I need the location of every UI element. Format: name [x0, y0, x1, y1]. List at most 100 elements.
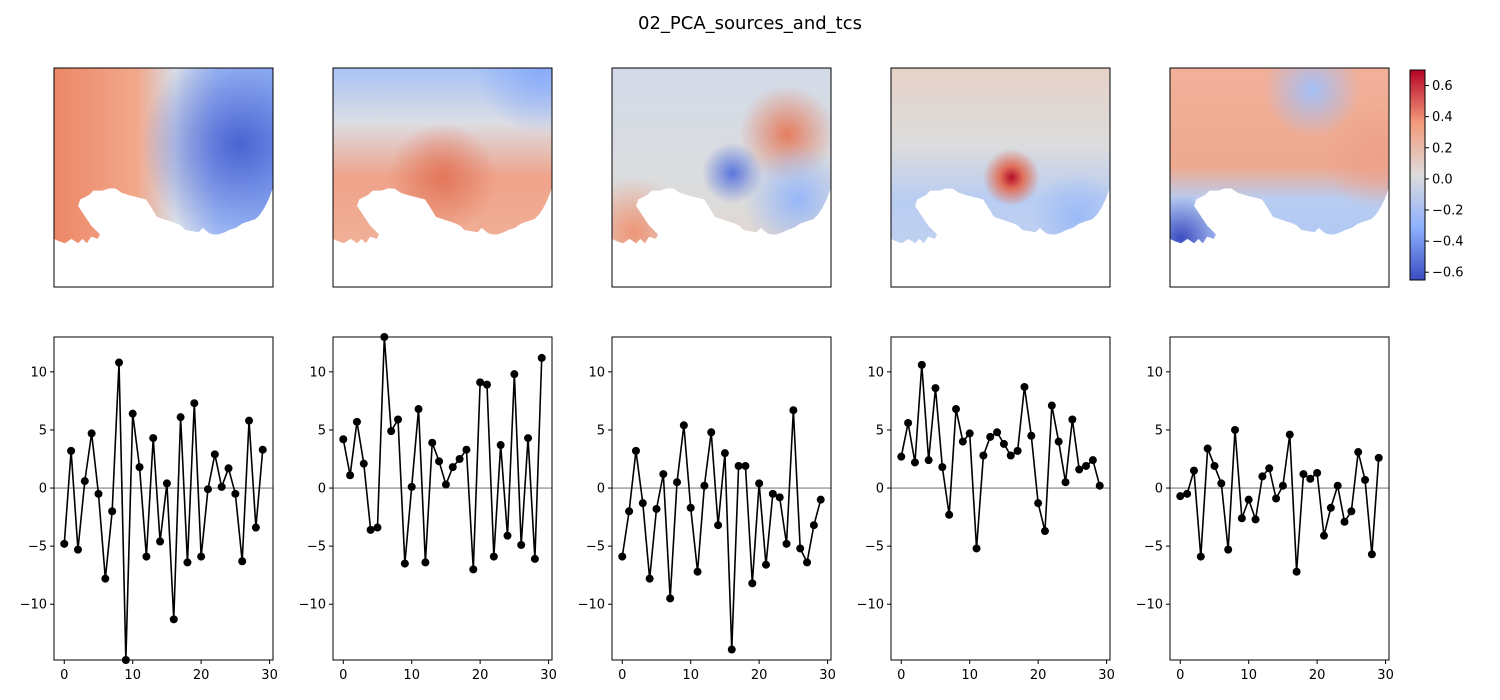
- y-tick-label: −5: [28, 540, 47, 555]
- data-point: [720, 449, 729, 458]
- data-point: [945, 510, 954, 519]
- data-point: [1354, 448, 1363, 457]
- data-point: [530, 554, 539, 563]
- data-point: [156, 537, 165, 546]
- data-point: [1224, 545, 1233, 554]
- data-point: [979, 451, 988, 460]
- source-map-4: [890, 67, 1111, 288]
- data-point: [73, 545, 82, 554]
- timecourse-panel-5: 0 10 20 30 10 5 0 −5 −10: [1136, 336, 1394, 683]
- data-point: [789, 406, 798, 415]
- data-point: [652, 504, 661, 513]
- data-point: [1095, 481, 1104, 490]
- y-tick-label: −5: [1144, 540, 1163, 555]
- data-point: [60, 539, 69, 548]
- data-point: [1006, 451, 1015, 460]
- data-point: [1237, 514, 1246, 523]
- colorbar-tick-label: −0.4: [1432, 235, 1464, 250]
- x-tick-label: 10: [1240, 668, 1257, 683]
- data-point: [510, 370, 519, 379]
- data-point: [1203, 444, 1212, 453]
- data-point: [986, 432, 995, 441]
- data-point: [625, 507, 634, 516]
- x-tick-label: 10: [124, 668, 141, 683]
- y-tick-label: −5: [865, 540, 884, 555]
- x-tick-label: 0: [1176, 668, 1184, 683]
- x-tick-label: 30: [540, 668, 557, 683]
- data-point: [462, 445, 471, 454]
- y-tick-label: 5: [597, 423, 605, 438]
- data-point: [496, 441, 505, 450]
- data-point: [1196, 552, 1205, 561]
- data-point: [727, 645, 736, 654]
- data-point: [359, 459, 368, 468]
- data-point: [258, 445, 267, 454]
- data-point: [537, 353, 546, 362]
- data-point: [1244, 495, 1253, 504]
- data-point: [1217, 479, 1226, 488]
- y-tick-label: 5: [876, 423, 884, 438]
- data-point: [1361, 475, 1370, 484]
- data-point: [631, 446, 640, 455]
- x-tick-label: 0: [339, 668, 347, 683]
- data-point: [659, 470, 668, 479]
- data-point: [958, 437, 967, 446]
- timecourse-panel-1: 0 10 20 30 10 5 0 −5 −10: [20, 336, 278, 683]
- data-point: [1367, 550, 1376, 559]
- data-point: [917, 360, 926, 369]
- data-point: [108, 507, 117, 516]
- x-tick-label: 30: [1377, 668, 1394, 683]
- data-point: [1013, 446, 1022, 455]
- series-line: [63, 362, 264, 660]
- x-tick-label: 30: [819, 668, 836, 683]
- y-tick-label: −10: [578, 598, 605, 613]
- colorbar-tick-label: −0.6: [1432, 266, 1464, 281]
- data-point: [748, 579, 757, 588]
- data-point: [67, 446, 76, 455]
- data-point: [618, 552, 627, 561]
- data-point: [999, 439, 1008, 448]
- data-point: [1292, 567, 1301, 576]
- source-map-3: [611, 67, 832, 288]
- x-tick-label: 10: [403, 668, 420, 683]
- data-point: [673, 478, 682, 487]
- data-point: [469, 565, 478, 574]
- x-tick-label: 10: [961, 668, 978, 683]
- y-tick-label: 5: [39, 423, 47, 438]
- colorbar: 0.6 0.4 0.2 0.0 −0.2 −0.4 −0.6: [1409, 69, 1464, 281]
- data-point: [897, 452, 906, 461]
- data-point: [1272, 494, 1281, 503]
- x-tick-label: 20: [1309, 668, 1326, 683]
- data-point: [135, 463, 144, 472]
- data-point: [366, 525, 375, 534]
- data-point: [128, 409, 137, 418]
- data-point: [503, 531, 512, 540]
- series-line: [900, 364, 1101, 549]
- data-point: [1306, 474, 1315, 483]
- data-point: [1061, 478, 1070, 487]
- data-point: [952, 405, 961, 414]
- y-tick-label: −5: [586, 540, 605, 555]
- colorbar-tick-label: 0.0: [1432, 172, 1453, 187]
- data-point: [1210, 461, 1219, 470]
- data-point: [1313, 468, 1322, 477]
- data-point: [94, 489, 103, 498]
- data-point: [782, 539, 791, 548]
- data-point: [1068, 415, 1077, 424]
- data-point: [245, 416, 254, 425]
- data-point: [517, 540, 526, 549]
- data-point: [707, 428, 716, 437]
- colorbar-tick-label: −0.2: [1432, 204, 1464, 219]
- colorbar-tick-label: 0.4: [1432, 110, 1453, 125]
- x-tick-label: 10: [682, 668, 699, 683]
- data-point: [1040, 527, 1049, 536]
- data-point: [1020, 382, 1029, 391]
- data-point: [203, 485, 212, 494]
- data-point: [1027, 431, 1036, 440]
- y-tick-label: 0: [39, 482, 47, 497]
- data-point: [965, 429, 974, 438]
- data-point: [904, 418, 913, 427]
- data-point: [346, 471, 355, 480]
- data-point: [693, 567, 702, 576]
